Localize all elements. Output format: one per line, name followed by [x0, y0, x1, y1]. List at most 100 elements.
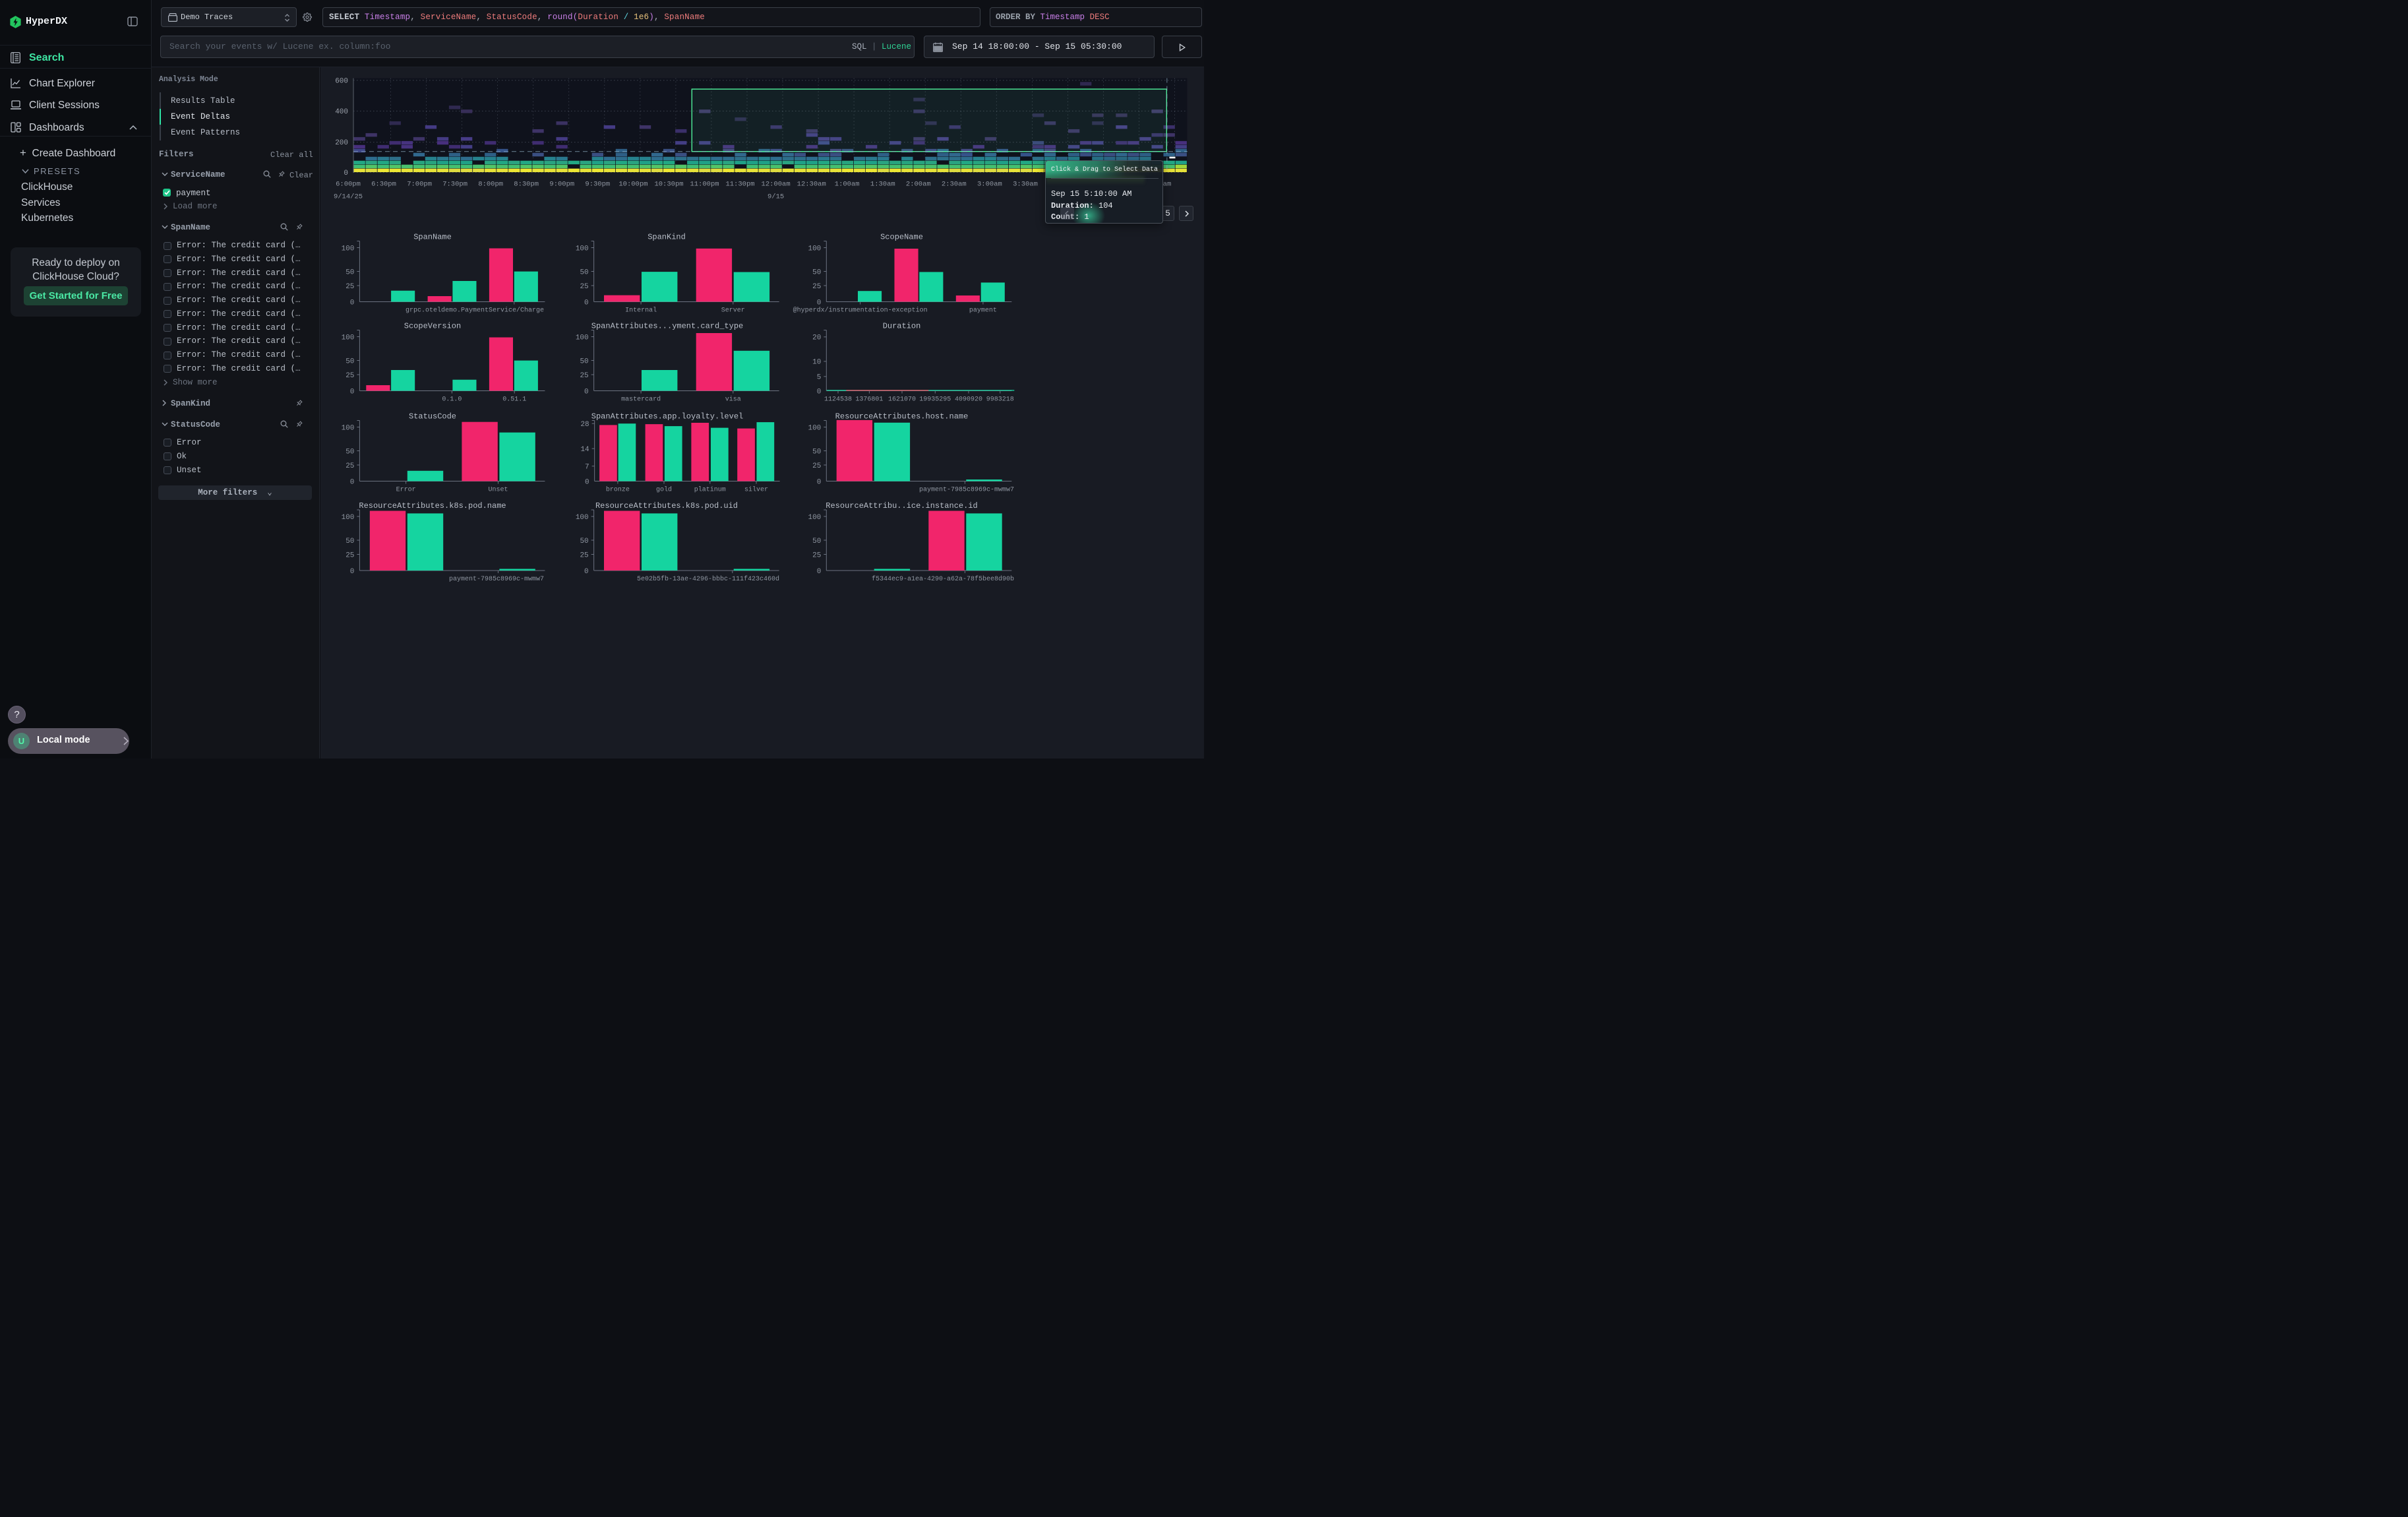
- svg-text:8:00pm: 8:00pm: [478, 181, 503, 189]
- svg-text:0: 0: [817, 568, 822, 576]
- svg-text:0.51.1: 0.51.1: [502, 396, 526, 404]
- svg-text:0.1.0: 0.1.0: [442, 396, 462, 404]
- svg-text:Error: Error: [396, 487, 416, 494]
- svg-text:200: 200: [335, 139, 348, 147]
- svg-text:12:00am: 12:00am: [762, 181, 791, 189]
- svg-text:3:30am: 3:30am: [1013, 181, 1038, 189]
- svg-text:10: 10: [812, 359, 821, 367]
- svg-text:grpc.oteldemo.PaymentService/C: grpc.oteldemo.PaymentService/Charge: [406, 307, 544, 315]
- svg-text:visa: visa: [725, 396, 741, 404]
- svg-text:9983218: 9983218: [986, 396, 1014, 404]
- svg-text:8:30pm: 8:30pm: [514, 181, 539, 189]
- svg-text:platinum: platinum: [694, 486, 726, 494]
- svg-text:25: 25: [580, 372, 588, 380]
- svg-text:14: 14: [580, 446, 589, 454]
- svg-text:1376801: 1376801: [855, 396, 883, 404]
- svg-text:12:30am: 12:30am: [797, 181, 826, 189]
- svg-text:100: 100: [342, 424, 355, 432]
- svg-text:50: 50: [346, 268, 354, 276]
- svg-text:0: 0: [350, 478, 355, 486]
- svg-text:25: 25: [812, 283, 821, 291]
- svg-text:5e02b5fb-13ae-4296-bbbc-111f42: 5e02b5fb-13ae-4296-bbbc-111f423c460d: [637, 575, 779, 583]
- svg-text:0: 0: [350, 299, 355, 307]
- svg-text:0: 0: [350, 388, 355, 396]
- svg-text:100: 100: [342, 514, 355, 522]
- svg-text:9:00pm: 9:00pm: [549, 181, 574, 189]
- svg-text:ResourceAttributes.k8s.pod.uid: ResourceAttributes.k8s.pod.uid: [595, 501, 738, 511]
- svg-text:StatusCode: StatusCode: [409, 412, 456, 421]
- svg-text:25: 25: [346, 283, 354, 291]
- svg-text:20: 20: [812, 334, 821, 342]
- svg-text:2:30am: 2:30am: [942, 181, 967, 189]
- svg-text:1124538: 1124538: [824, 396, 852, 404]
- svg-text:25: 25: [346, 372, 354, 380]
- svg-text:9/15: 9/15: [768, 193, 784, 201]
- svg-text:100: 100: [808, 514, 821, 522]
- svg-text:SpanAttributes.app.loyalty.lev: SpanAttributes.app.loyalty.level: [591, 412, 743, 421]
- svg-text:5: 5: [817, 374, 822, 382]
- svg-text:100: 100: [576, 514, 589, 522]
- svg-text:600: 600: [335, 77, 348, 85]
- svg-text:7: 7: [585, 464, 589, 472]
- svg-text:19935295: 19935295: [919, 396, 951, 404]
- svg-text:ScopeVersion: ScopeVersion: [404, 322, 461, 331]
- svg-text:50: 50: [580, 268, 588, 276]
- svg-text:50: 50: [580, 357, 588, 365]
- svg-text:0: 0: [584, 568, 589, 576]
- svg-text:ResourceAttributes.k8s.pod.nam: ResourceAttributes.k8s.pod.name: [359, 501, 506, 511]
- svg-text:100: 100: [342, 334, 355, 342]
- svg-text:mastercard: mastercard: [621, 396, 661, 404]
- svg-text:25: 25: [580, 283, 588, 291]
- svg-text:100: 100: [576, 245, 589, 253]
- svg-text:ResourceAttribu..ice.instance.: ResourceAttribu..ice.instance.id: [826, 501, 977, 511]
- svg-text:7:30pm: 7:30pm: [442, 181, 467, 189]
- svg-text:ResourceAttributes.host.name: ResourceAttributes.host.name: [835, 412, 969, 421]
- svg-text:1621070: 1621070: [888, 396, 916, 404]
- svg-text:50: 50: [580, 538, 588, 545]
- svg-text:10:00pm: 10:00pm: [618, 181, 647, 189]
- svg-text:25: 25: [346, 551, 354, 559]
- svg-text:Unset: Unset: [488, 487, 508, 494]
- svg-text:50: 50: [812, 448, 821, 456]
- svg-text:50: 50: [812, 538, 821, 545]
- svg-text:7:00pm: 7:00pm: [407, 181, 432, 189]
- svg-text:11:00pm: 11:00pm: [690, 181, 719, 189]
- svg-text:2:00am: 2:00am: [906, 181, 931, 189]
- svg-text:9:30pm: 9:30pm: [585, 181, 610, 189]
- svg-text:25: 25: [580, 551, 588, 559]
- svg-text:6:00pm: 6:00pm: [336, 181, 361, 189]
- svg-text:100: 100: [342, 245, 355, 253]
- svg-text:6:30pm: 6:30pm: [371, 181, 396, 189]
- svg-text:Duration: Duration: [883, 322, 921, 331]
- svg-text:silver: silver: [744, 486, 768, 494]
- svg-text:payment-7985c8969c-mwmw7: payment-7985c8969c-mwmw7: [919, 487, 1014, 494]
- svg-text:400: 400: [335, 108, 348, 116]
- svg-text:50: 50: [812, 268, 821, 276]
- svg-text:25: 25: [346, 462, 354, 470]
- svg-text:11:30pm: 11:30pm: [725, 181, 754, 189]
- svg-text:f5344ec9-a1ea-4290-a62a-78f5be: f5344ec9-a1ea-4290-a62a-78f5bee8d90b: [872, 575, 1014, 583]
- svg-text:bronze: bronze: [606, 486, 630, 494]
- svg-text:am: am: [1163, 181, 1172, 189]
- svg-text:100: 100: [808, 245, 821, 253]
- svg-text:1:00am: 1:00am: [835, 181, 860, 189]
- svg-text:0: 0: [585, 478, 589, 486]
- svg-text:SpanKind: SpanKind: [647, 233, 686, 242]
- svg-text:9/14/25: 9/14/25: [334, 193, 363, 201]
- svg-text:0: 0: [817, 388, 822, 396]
- svg-text:0: 0: [584, 388, 589, 396]
- svg-text:SpanName: SpanName: [413, 233, 452, 242]
- svg-text:100: 100: [808, 424, 821, 432]
- svg-text:SpanAttributes...yment.card_ty: SpanAttributes...yment.card_type: [591, 322, 743, 331]
- svg-text:Internal: Internal: [625, 307, 657, 315]
- svg-text:0: 0: [817, 299, 822, 307]
- svg-text:50: 50: [346, 357, 354, 365]
- svg-text:1:30am: 1:30am: [870, 181, 895, 189]
- svg-text:50: 50: [346, 538, 354, 545]
- svg-text:100: 100: [576, 334, 589, 342]
- svg-text:0: 0: [584, 299, 589, 307]
- svg-text:50: 50: [346, 448, 354, 456]
- svg-text:Server: Server: [721, 307, 745, 315]
- svg-text:28: 28: [580, 421, 589, 429]
- svg-text:10:30pm: 10:30pm: [654, 181, 683, 189]
